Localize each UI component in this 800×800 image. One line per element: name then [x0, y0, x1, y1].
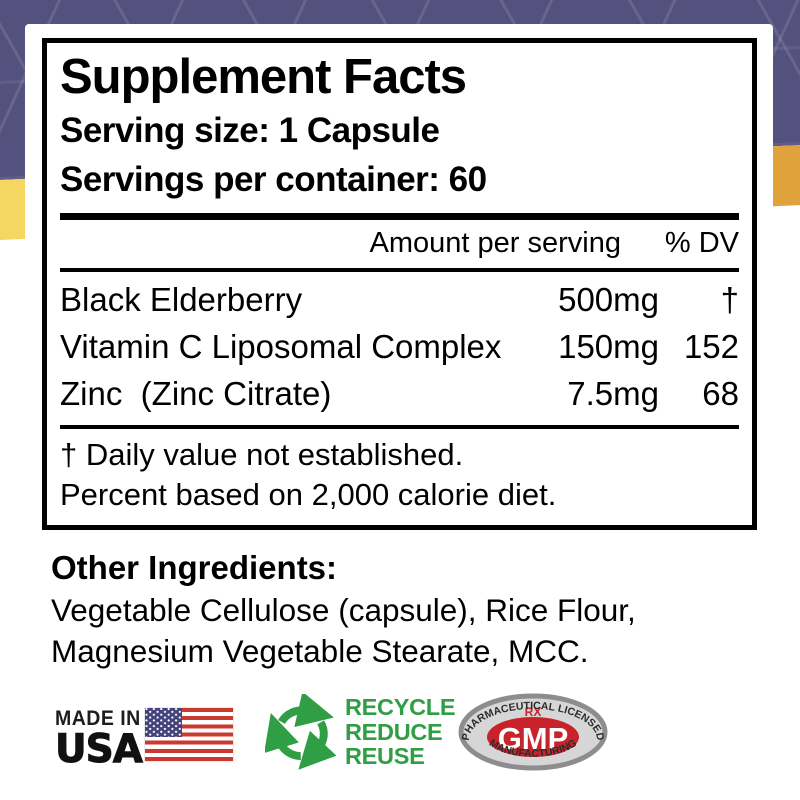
- usa-flag-icon: [145, 708, 233, 761]
- supplement-facts-panel: Supplement Facts Serving size: 1 Capsule…: [42, 38, 757, 530]
- made-in-usa-badge: MADE IN USA: [54, 707, 147, 772]
- ingredient-amount: 7.5mg: [567, 375, 659, 412]
- other-ingredients-line: Magnesium Vegetable Stearate, MCC.: [51, 633, 589, 669]
- flag-canton-stars: [145, 708, 182, 737]
- other-ingredients-heading: Other Ingredients:: [51, 549, 338, 586]
- divider: [60, 268, 739, 272]
- gmp-rx-text: RX: [525, 705, 542, 719]
- thick-divider: [60, 213, 739, 220]
- other-ingredients-line: Vegetable Cellulose (capsule), Rice Flou…: [51, 592, 636, 628]
- footnote-daily-value: † Daily value not established.: [60, 437, 464, 472]
- recycle-icon: [265, 694, 337, 770]
- recycle-line: REUSE: [345, 743, 425, 770]
- gmp-seal-svg: RX GMP PHARMACEUTICAL LICENSED MANUFACTU…: [458, 693, 608, 771]
- recycle-line: RECYCLE: [345, 694, 456, 721]
- column-header: Amount per serving % DV: [60, 220, 739, 266]
- table-row: Vitamin C Liposomal Complex 150mg 152: [60, 323, 739, 370]
- ingredient-name: Vitamin C Liposomal Complex: [60, 328, 502, 365]
- servings-per-container: Servings per container: 60: [60, 160, 487, 199]
- ingredient-amount: 150mg: [558, 328, 659, 365]
- recycle-line: REDUCE: [345, 718, 443, 745]
- recycle-text: RECYCLE REDUCE REUSE: [345, 694, 456, 770]
- ingredient-dv: 68: [702, 375, 739, 412]
- made-in-text: MADE IN: [55, 707, 141, 730]
- recycle-badge: RECYCLE REDUCE REUSE: [265, 694, 456, 770]
- ingredient-amount: 500mg: [558, 281, 659, 318]
- ingredient-name: Zinc (Zinc Citrate): [60, 375, 332, 412]
- table-row: Zinc (Zinc Citrate) 7.5mg 68: [60, 370, 739, 417]
- usa-text: USA: [54, 727, 143, 772]
- ingredient-rows: Black Elderberry 500mg † Vitamin C Lipos…: [60, 272, 739, 423]
- percent-dv-header: % DV: [664, 227, 739, 259]
- table-row: Black Elderberry 500mg †: [60, 276, 739, 323]
- amount-per-serving-header: Amount per serving: [369, 227, 621, 259]
- footnotes: † Daily value not established. Percent b…: [60, 429, 739, 515]
- serving-size: Serving size: 1 Capsule: [60, 111, 440, 150]
- gmp-red-ellipse: [487, 717, 579, 757]
- footnote-percent-basis: Percent based on 2,000 calorie diet.: [60, 477, 557, 512]
- label-sheet: Supplement Facts Serving size: 1 Capsule…: [25, 24, 773, 800]
- other-ingredients-section: Other Ingredients: Vegetable Cellulose (…: [51, 546, 751, 672]
- panel-title: Supplement Facts: [60, 50, 467, 104]
- ingredient-name: Black Elderberry: [60, 281, 303, 318]
- certification-badges: MADE IN USA: [25, 672, 773, 800]
- ingredient-dv: 152: [683, 328, 739, 365]
- gmp-seal-icon: RX GMP PHARMACEUTICAL LICENSED MANUFACTU…: [457, 692, 609, 777]
- ingredient-dv: †: [720, 281, 739, 318]
- divider: [60, 425, 739, 429]
- gmp-center-text: GMP: [498, 721, 569, 756]
